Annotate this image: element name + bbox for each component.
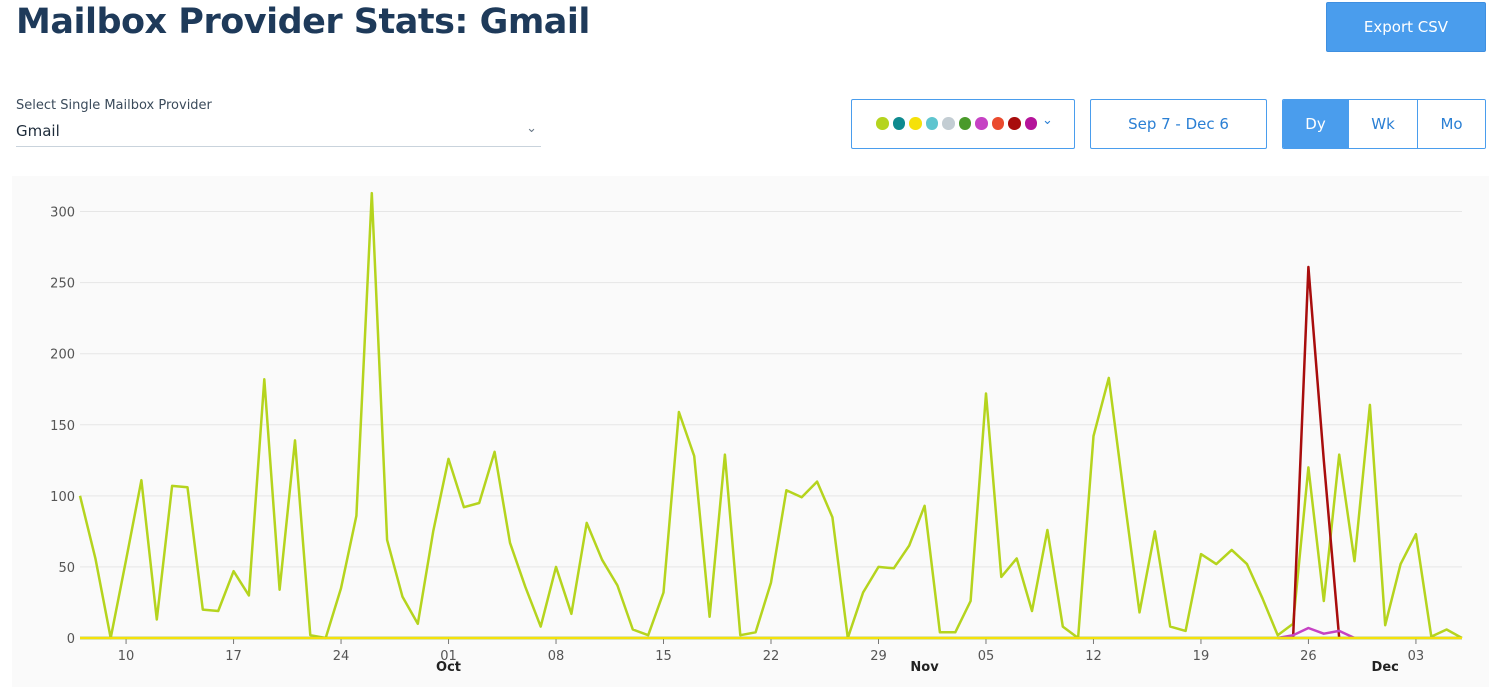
series-line-0 — [78, 191, 1463, 640]
export-csv-button[interactable]: Export CSV — [1326, 2, 1486, 52]
y-tick-label: 200 — [50, 348, 75, 363]
period-toggle: Dy Wk Mo — [1282, 99, 1486, 149]
metric-dot-2 — [909, 117, 922, 130]
y-tick-label: 100 — [50, 490, 75, 505]
series-line-2 — [1277, 626, 1356, 640]
x-tick-label: 08 — [548, 649, 565, 664]
metric-color-dots — [876, 117, 1037, 130]
x-tick-label: 05 — [978, 649, 995, 664]
chart-panel: 0 50 100 150 200 250 300 10 17 24 01 08 15 22 29 05 12 19… — [12, 176, 1489, 687]
x-tick-label: 15 — [655, 649, 672, 664]
period-day-button[interactable]: Dy — [1283, 100, 1348, 148]
x-tick-label: 19 — [1193, 649, 1210, 664]
y-tick-label: 150 — [50, 419, 75, 434]
provider-select[interactable]: Gmail ⌄ — [16, 119, 541, 147]
x-tick-label: 22 — [763, 649, 780, 664]
x-month-label: Oct — [436, 660, 461, 675]
metric-dot-6 — [975, 117, 988, 130]
x-tick-label: 26 — [1300, 649, 1317, 664]
metric-dot-7 — [991, 117, 1004, 130]
line-chart: 0 50 100 150 200 250 300 10 17 24 01 08 15 22 29 05 12 19… — [50, 191, 1463, 675]
provider-select-label: Select Single Mailbox Provider — [16, 98, 212, 113]
y-tick-label: 250 — [50, 277, 75, 292]
series-line-1 — [1277, 265, 1341, 640]
y-tick-label: 50 — [58, 561, 75, 576]
x-tick-label: 17 — [225, 649, 242, 664]
metric-dot-4 — [942, 117, 955, 130]
x-month-label: Nov — [910, 660, 939, 675]
chevron-down-icon: ⌄ — [526, 121, 537, 136]
page-title: Mailbox Provider Stats: Gmail — [16, 2, 590, 42]
x-tick-label: 12 — [1085, 649, 1102, 664]
metric-dot-9 — [1024, 117, 1037, 130]
y-tick-label: 0 — [67, 632, 75, 647]
metric-dot-3 — [925, 117, 938, 130]
x-tick-label: 24 — [333, 649, 350, 664]
x-tick-label: 03 — [1408, 649, 1425, 664]
x-tick-label: 29 — [870, 649, 887, 664]
x-tick-label: 10 — [118, 649, 135, 664]
date-range-button[interactable]: Sep 7 - Dec 6 — [1090, 99, 1267, 149]
chevron-down-icon: ⌄ — [1042, 113, 1053, 128]
metric-picker[interactable]: ⌄ — [851, 99, 1075, 149]
metric-dot-0 — [876, 117, 889, 130]
period-month-button[interactable]: Mo — [1417, 100, 1485, 148]
metric-dot-5 — [958, 117, 971, 130]
y-tick-label: 300 — [50, 206, 75, 221]
x-tick-label: 01 — [440, 649, 457, 664]
metric-dot-8 — [1008, 117, 1021, 130]
x-month-label: Dec — [1372, 660, 1399, 675]
metric-dot-1 — [892, 117, 905, 130]
period-week-button[interactable]: Wk — [1348, 100, 1417, 148]
provider-select-value: Gmail — [16, 122, 60, 140]
